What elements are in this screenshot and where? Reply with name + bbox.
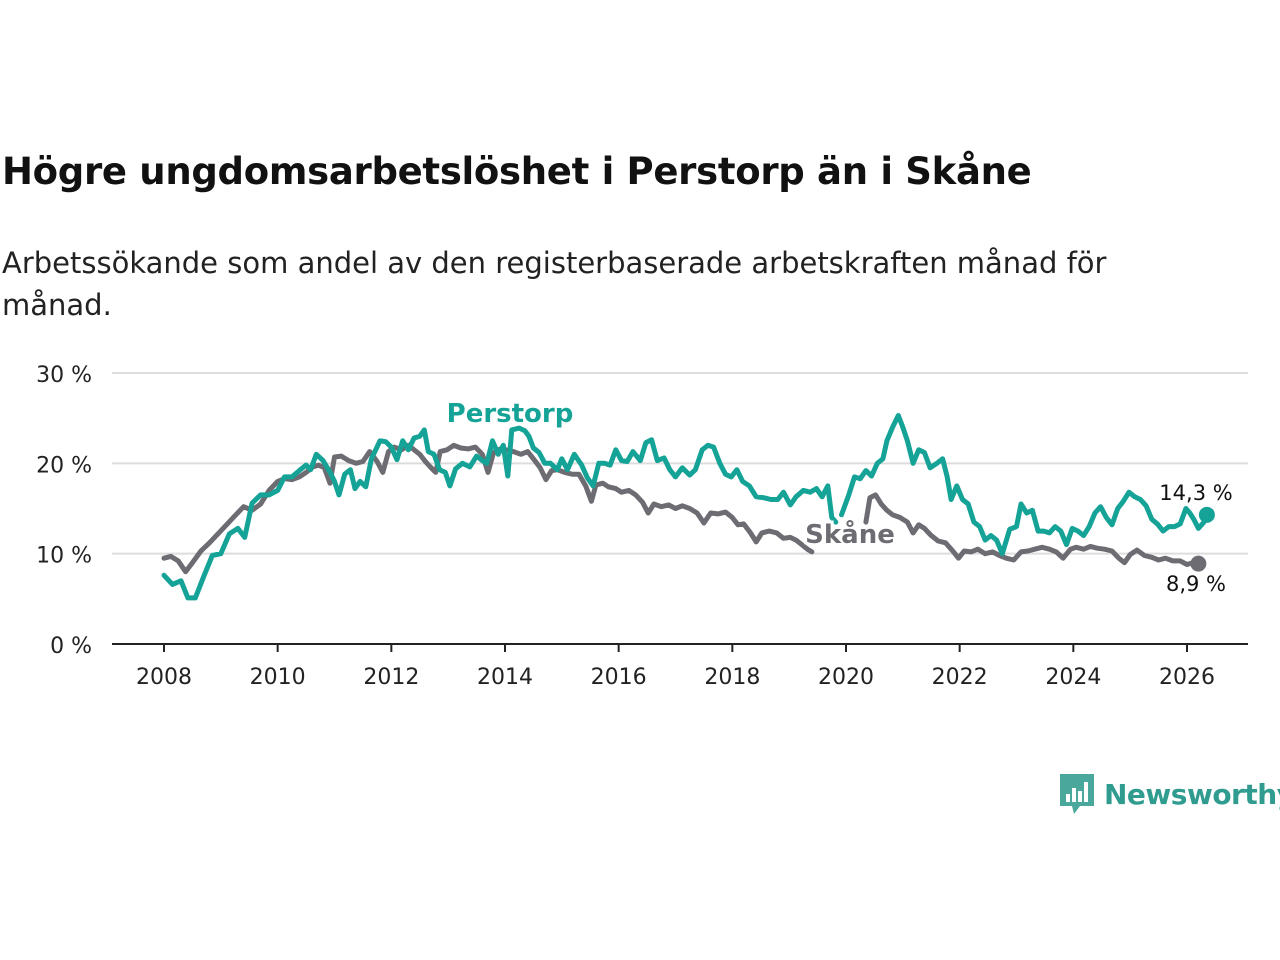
skane-line — [863, 492, 1201, 567]
x-tick-label: 2026 — [1159, 665, 1215, 690]
perstorp-line — [161, 425, 839, 601]
perstorp-end-label: 14,3 % — [1159, 481, 1232, 505]
chart-title: Högre ungdomsarbetslöshet i Perstorp än … — [2, 150, 1032, 193]
brand-name: Newsworthy — [1104, 777, 1280, 811]
y-tick-label: 30 % — [36, 363, 92, 388]
perstorp-line — [839, 413, 1210, 557]
x-tick-label: 2016 — [591, 665, 647, 690]
perstorp-series-label: Perstorp — [447, 399, 574, 429]
x-tick-label: 2012 — [363, 665, 419, 690]
x-tick-label: 2014 — [477, 665, 533, 690]
perstorp-end-point — [1198, 506, 1215, 523]
brand: Newsworthy — [1058, 772, 1280, 816]
x-tick-label: 2010 — [250, 665, 306, 690]
line-chart: 0 % 10 % 20 % 30 % 2008 2010 2012 2014 2016 2018… — [36, 363, 1248, 690]
skane-end-label: 8,9 % — [1166, 572, 1226, 596]
y-tick-label: 0 % — [50, 634, 92, 659]
y-axis: 0 % 10 % 20 % 30 % — [36, 363, 92, 659]
x-axis: 2008 2010 2012 2014 2016 2018 2020 2022 2024 2026 — [112, 643, 1248, 690]
series-lines — [161, 413, 1215, 601]
x-tick-label: 2022 — [932, 665, 988, 690]
skane-series-label: Skåne — [805, 518, 895, 550]
chart-subtitle: Arbetssökande som andel av den registerb… — [2, 246, 1107, 322]
newsworthy-logo-icon — [1060, 774, 1094, 814]
x-tick-label: 2018 — [704, 665, 760, 690]
series-labels: Perstorp Skåne 14,3 % 8,9 % — [444, 396, 1233, 596]
x-tick-label: 2024 — [1045, 665, 1101, 690]
skane-end-point — [1190, 555, 1207, 572]
x-tick-label: 2008 — [136, 665, 192, 690]
x-tick-label: 2020 — [818, 665, 874, 690]
y-tick-label: 10 % — [36, 544, 92, 569]
y-tick-label: 20 % — [36, 453, 92, 478]
gridlines — [112, 372, 1248, 555]
